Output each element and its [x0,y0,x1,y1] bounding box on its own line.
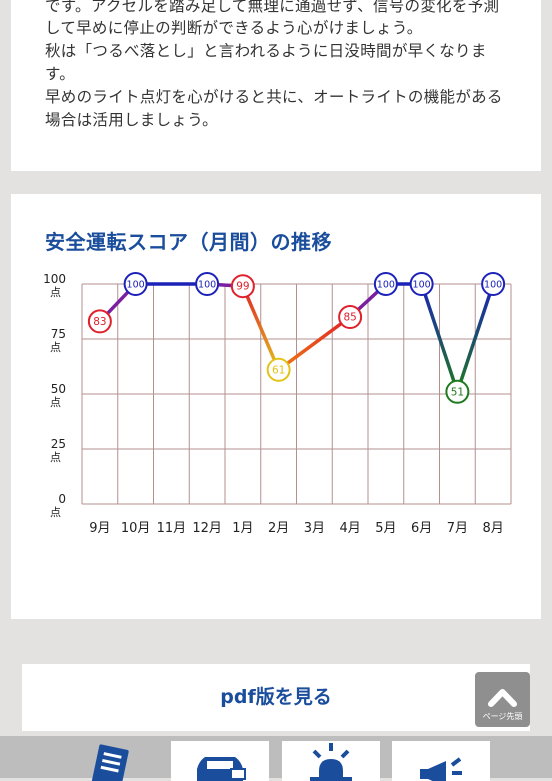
series-line-segment [241,285,281,371]
x-tick-label: 1月 [232,521,253,536]
megaphone-icon [420,757,462,781]
data-point-marker [87,309,112,334]
advice-line: 場合は活用しましょう。 [45,111,218,129]
y-tick-unit: 点 [50,341,61,354]
data-point-label: 100 [127,280,145,291]
data-point-label: 61 [272,364,285,376]
data-point-label: 83 [93,316,106,328]
score-chart-card: 安全運転スコア（月間）の推移 100 点 75 点 50 点 25 点 0 点 9月 10月 11月 12… [11,194,541,619]
advice-line: です。アクセルを踏み足して無理に通過せず、信号の変化を予測 [45,0,500,15]
y-tick-label: 0 [58,492,66,506]
data-point-label: 100 [377,280,395,291]
data-point-marker [230,274,255,299]
advice-card: です。アクセルを踏み足して無理に通過せず、信号の変化を予測 して早めに停止の判断… [11,0,541,171]
y-tick-unit: 点 [50,286,61,299]
tab-beacon[interactable] [282,741,380,781]
x-tick-label: 7月 [447,521,468,536]
y-tick-unit: 点 [50,506,61,519]
tab-announcements[interactable] [392,741,490,781]
data-point-marker [481,272,506,296]
page-top-button[interactable]: ページ先頭 [475,672,530,727]
x-tick-label: 6月 [411,521,432,536]
beacon-icon [310,743,352,781]
advice-line: 秋は「つるべ落とし」と言われるように日没時間が早くなりま [45,42,487,60]
chart-title: 安全運転スコア（月間）の推移 [45,230,332,254]
tab-documents[interactable] [60,741,158,781]
data-point-marker [266,357,291,382]
series-line-segment [277,315,352,372]
x-tick-label: 5月 [375,521,396,536]
x-tick-label: 11月 [157,521,187,536]
tab-car[interactable] [171,741,269,781]
data-point-label: 51 [451,386,464,398]
data-point-marker [338,305,363,329]
advice-line: 早めのライト点灯を心がけると共に、オートライトの機能がある [45,88,503,106]
data-point-marker [123,272,148,296]
y-tick-label: 75 [51,327,66,341]
series-line-segment [455,283,495,393]
pdf-view-button[interactable]: pdf版を見る [22,664,530,731]
x-tick-label: 12月 [192,521,222,536]
x-tick-label: 9月 [89,521,110,536]
pdf-view-label: pdf版を見る [220,686,332,708]
y-tick-label: 25 [51,437,66,451]
car-icon [197,757,246,781]
data-point-label: 85 [343,312,356,324]
page-top-label: ページ先頭 [482,712,523,721]
y-tick-label: 50 [51,382,66,396]
advice-line: す。 [45,65,76,83]
y-tick-unit: 点 [50,396,61,409]
bottom-tab-bar [0,736,552,781]
data-point-label: 100 [413,280,431,291]
data-point-marker [373,272,398,296]
data-point-marker [445,379,470,404]
x-tick-label: 2月 [268,521,289,536]
advice-line: して早めに停止の判断ができるよう心がけましょう。 [45,19,423,37]
data-point-marker [409,272,434,296]
document-icon [91,744,129,781]
x-tick-label: 3月 [304,521,325,536]
data-point-marker [195,272,220,296]
y-tick-unit: 点 [50,451,61,464]
x-tick-label: 8月 [482,521,503,536]
x-tick-label: 10月 [121,521,151,536]
series-line-segment [419,283,460,393]
chevron-up-icon [488,689,517,707]
data-point-label: 100 [484,280,502,291]
y-tick-label: 100 [43,272,66,286]
x-tick-label: 4月 [339,521,360,536]
data-point-label: 99 [236,281,249,293]
data-point-label: 100 [198,280,216,291]
